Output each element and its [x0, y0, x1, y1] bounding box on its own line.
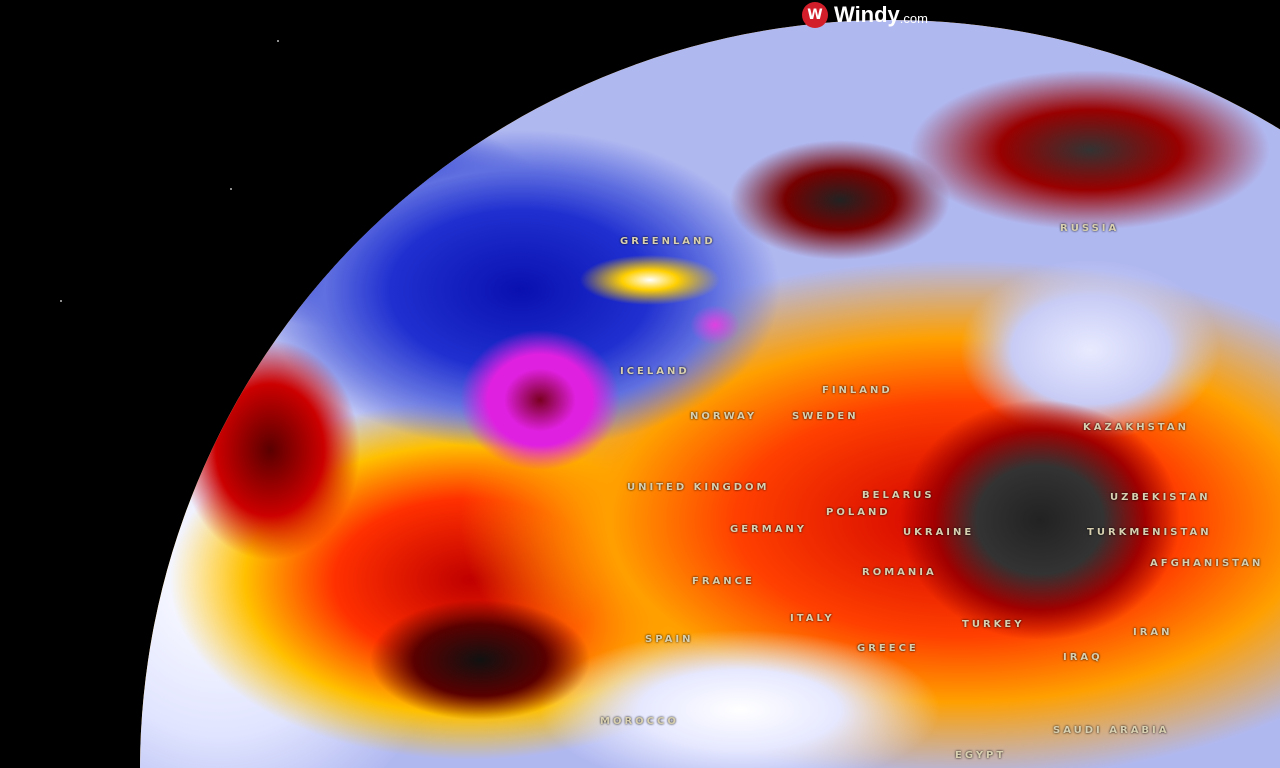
star — [230, 188, 232, 190]
label-spain: SPAIN — [645, 634, 694, 645]
label-russia: RUSSIA — [1060, 223, 1120, 234]
star — [60, 300, 62, 302]
brand-name: Windy — [834, 2, 900, 27]
star — [277, 40, 279, 42]
label-morocco: MOROCCO — [600, 716, 679, 727]
label-turkey: TURKEY — [962, 619, 1025, 630]
windy-logo[interactable]: W Windy .com — [802, 2, 928, 28]
label-saudi-arabia: SAUDI ARABIA — [1053, 725, 1170, 736]
label-greenland: GREENLAND — [620, 236, 716, 247]
label-france: FRANCE — [692, 576, 755, 587]
label-sweden: SWEDEN — [792, 411, 859, 422]
label-united-kingdom: UNITED KINGDOM — [627, 482, 770, 493]
label-finland: FINLAND — [822, 385, 893, 396]
label-egypt: EGYPT — [955, 750, 1007, 761]
label-uzbekistan: UZBEKISTAN — [1110, 492, 1211, 503]
label-iran: IRAN — [1133, 627, 1173, 638]
label-italy: ITALY — [790, 613, 835, 624]
label-afghanistan: AFGHANISTAN — [1150, 558, 1264, 569]
label-romania: ROMANIA — [862, 567, 937, 578]
label-iceland: ICELAND — [620, 366, 690, 377]
label-greece: GREECE — [857, 643, 919, 654]
weather-globe-map[interactable] — [140, 20, 1280, 768]
windy-logo-icon: W — [802, 2, 828, 28]
label-germany: GERMANY — [730, 524, 808, 535]
label-kazakhstan: KAZAKHSTAN — [1083, 422, 1189, 433]
brand-domain: .com — [899, 10, 928, 26]
label-turkmenistan: TURKMENISTAN — [1087, 527, 1212, 538]
label-norway: NORWAY — [690, 411, 758, 422]
label-ukraine: UKRAINE — [903, 527, 975, 538]
label-belarus: BELARUS — [862, 490, 935, 501]
label-poland: POLAND — [826, 507, 891, 518]
label-iraq: IRAQ — [1063, 652, 1103, 663]
